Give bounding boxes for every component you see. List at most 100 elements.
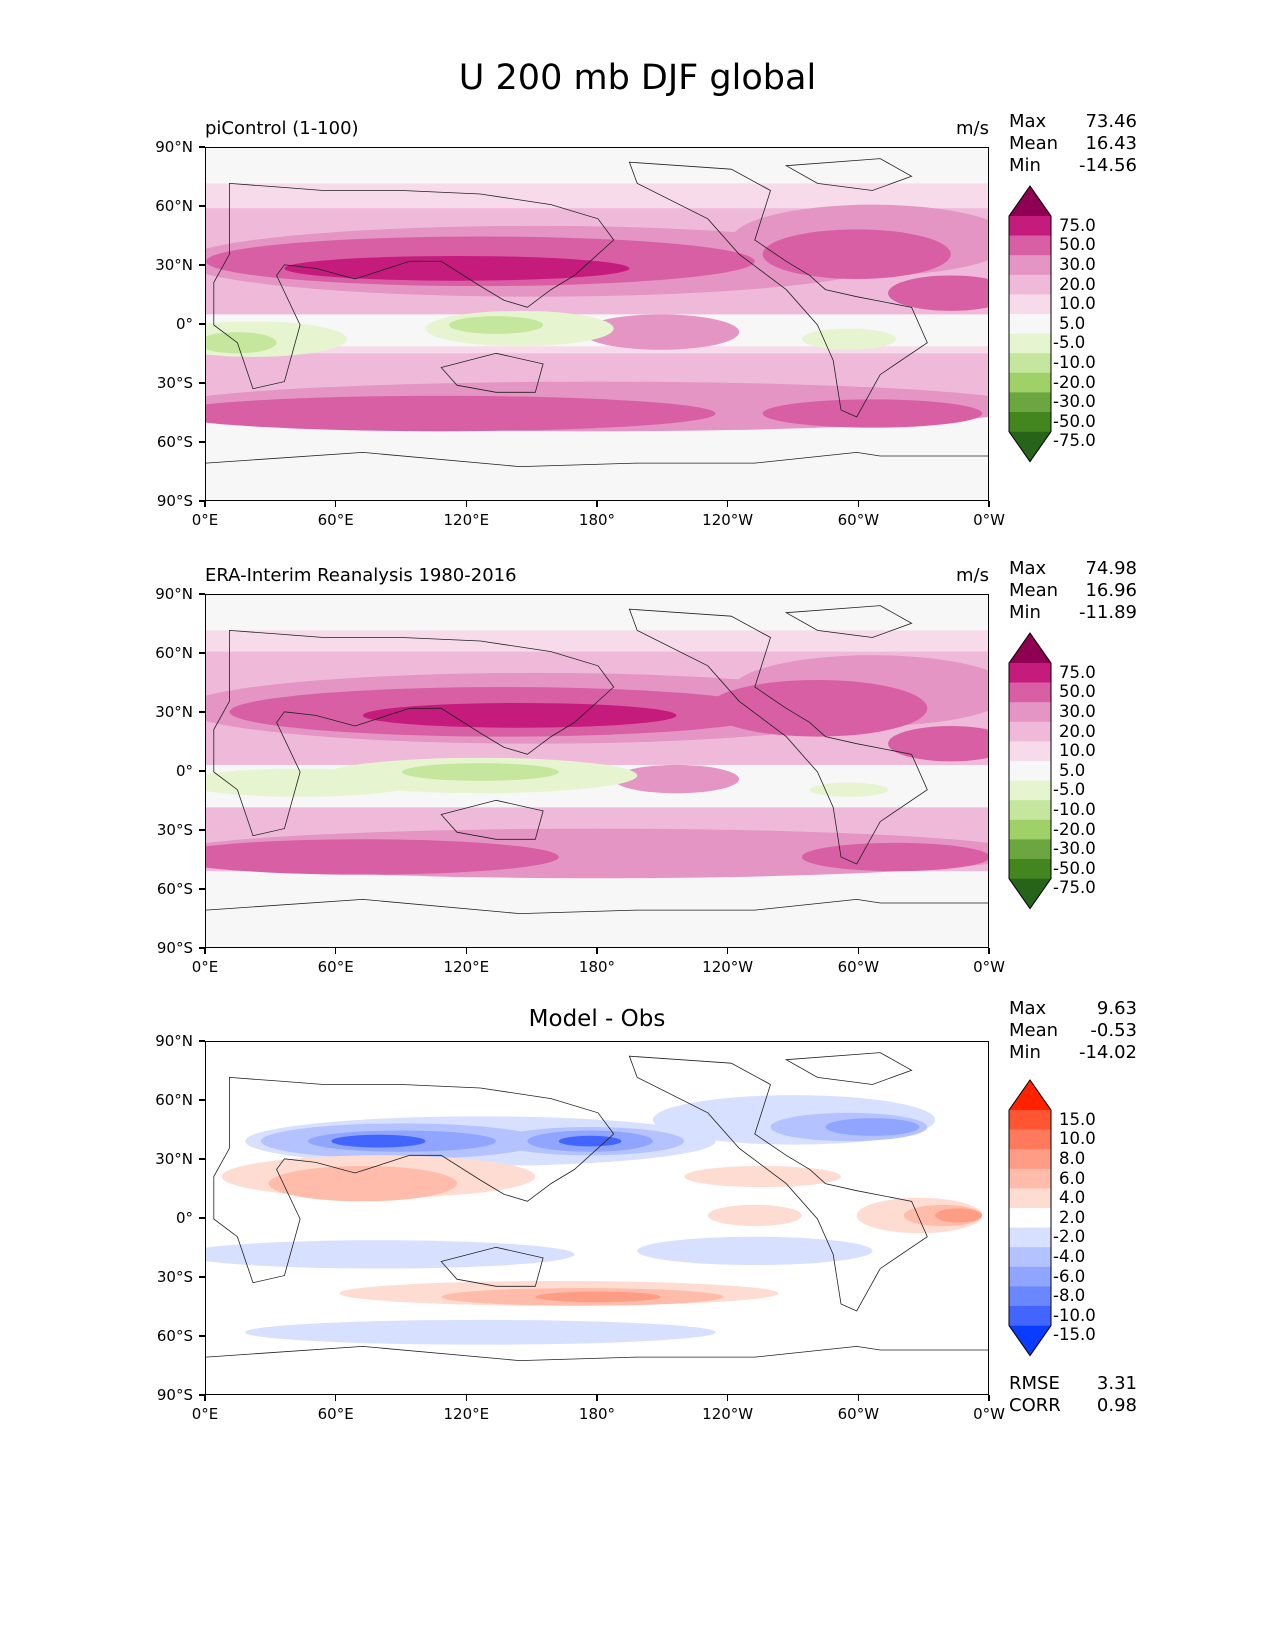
lon-tick-label: 60°E (317, 958, 354, 976)
colorbar (1008, 1079, 1052, 1361)
colorbar-level-label: -5.0 (1053, 780, 1086, 800)
stat-label: Min (1009, 602, 1041, 623)
lat-tick-label: 90°S (156, 492, 193, 510)
map-plot (205, 1041, 989, 1395)
colorbar-level-label: -15.0 (1053, 1325, 1096, 1345)
coastline (628, 1055, 928, 1312)
lon-tick (204, 948, 206, 954)
colorbar-level-label: 10.0 (1059, 294, 1096, 314)
colorbar-level-label: -2.0 (1053, 1227, 1086, 1247)
lon-tick (596, 501, 598, 507)
contour-region (268, 1165, 457, 1202)
contour-region (535, 1291, 661, 1303)
lat-tick-label: 60°N (155, 1091, 193, 1109)
lat-tick (199, 1217, 205, 1219)
colorbar-segment (1009, 372, 1051, 393)
stat-row: RMSE 3.31 (1009, 1373, 1137, 1395)
stat-value: 9.63 (1096, 998, 1137, 1019)
lon-tick (726, 948, 729, 954)
colorbar-segment (1009, 1286, 1051, 1307)
coastline (206, 451, 988, 468)
colorbar-segment (1009, 662, 1051, 683)
colorbar-segment (1009, 702, 1051, 723)
colorbar-segment (1009, 392, 1051, 413)
colorbar-level-label: 15.0 (1059, 1109, 1096, 1129)
colorbar-level-label: 6.0 (1059, 1168, 1086, 1188)
colorbar-level-label: 4.0 (1059, 1188, 1086, 1208)
figure-title: U 200 mb DJF global (458, 58, 817, 98)
colorbar-segment (1009, 741, 1051, 762)
colorbar-extend-min (1009, 431, 1051, 462)
colorbar-level-label: 2.0 (1059, 1207, 1086, 1227)
lon-tick-label: 0°E (191, 958, 219, 976)
lon-tick (596, 948, 598, 954)
lat-tick-label: 60°S (156, 880, 193, 898)
contour-region (825, 1118, 920, 1136)
lon-tick (465, 501, 468, 507)
lat-tick (199, 146, 205, 148)
colorbar-segment (1009, 274, 1051, 295)
colorbar-level-label: -4.0 (1053, 1247, 1086, 1266)
colorbar-segment (1009, 1266, 1051, 1287)
lat-tick (199, 593, 205, 595)
stat-row: Min -11.89 (1009, 602, 1137, 624)
lat-tick (199, 441, 205, 443)
coastline (213, 629, 615, 837)
colorbar-segment (1009, 780, 1051, 801)
lat-tick-label: 60°N (155, 644, 193, 662)
contour-region (206, 395, 716, 432)
lat-tick-label: 90°N (155, 1032, 193, 1050)
lat-tick (199, 711, 205, 713)
lon-tick-label: 120°W (702, 1405, 754, 1423)
stat-label: Max (1009, 111, 1047, 132)
stat-row: Min -14.56 (1009, 155, 1137, 177)
lon-tick (857, 948, 860, 954)
stat-value: 0.98 (1096, 1395, 1137, 1416)
colorbar-outline (1008, 185, 1052, 463)
colorbar-level-label: -75.0 (1053, 878, 1096, 898)
lat-tick (199, 1394, 205, 1396)
colorbar-segment (1009, 215, 1051, 236)
colorbar-level-label: 20.0 (1059, 274, 1096, 294)
lat-tick-label: 0° (175, 315, 193, 333)
colorbar-level-label: -50.0 (1053, 858, 1096, 878)
colorbar-level-label: 50.0 (1059, 235, 1096, 255)
stat-value: 73.46 (1085, 111, 1137, 132)
stat-label: Mean (1009, 580, 1059, 601)
stat-value: -14.02 (1078, 1042, 1137, 1063)
colorbar (1008, 185, 1052, 467)
stat-label: Max (1009, 558, 1047, 579)
colorbar-segment (1009, 858, 1051, 879)
coastline (628, 608, 928, 865)
lon-tick (334, 501, 337, 507)
stat-label: RMSE (1009, 1373, 1060, 1394)
stat-row: Mean 16.43 (1009, 133, 1137, 155)
colorbar-segment (1009, 255, 1051, 276)
colorbar-segment (1009, 1247, 1051, 1268)
contour-region (331, 1134, 426, 1148)
lon-tick (465, 948, 468, 954)
colorbar-extend-min (1009, 1325, 1051, 1356)
stat-row: Max 73.46 (1009, 111, 1137, 133)
colorbar-segment (1009, 1129, 1051, 1150)
colorbar-level-label: -6.0 (1053, 1266, 1086, 1286)
colorbar-segment (1009, 294, 1051, 315)
lon-tick-label: 60°W (837, 958, 880, 976)
lat-tick-label: 30°N (155, 256, 193, 274)
units-label: m/s (956, 565, 989, 586)
lon-tick-label: 0°W (973, 511, 1005, 529)
colorbar-segment (1009, 721, 1051, 742)
lon-tick (726, 501, 729, 507)
stat-value: 16.43 (1085, 133, 1137, 154)
coastline (440, 1246, 544, 1287)
contour-region (245, 1319, 716, 1345)
contour-region (707, 679, 928, 737)
units-label: m/s (956, 118, 989, 139)
contour-region (888, 275, 988, 311)
stat-value: 74.98 (1085, 558, 1137, 579)
coastline (440, 352, 544, 393)
lon-tick-label: 120°E (443, 1405, 490, 1423)
lon-tick-label: 0°E (191, 511, 219, 529)
contour-region (402, 763, 559, 781)
colorbar-level-label: -30.0 (1053, 839, 1096, 859)
